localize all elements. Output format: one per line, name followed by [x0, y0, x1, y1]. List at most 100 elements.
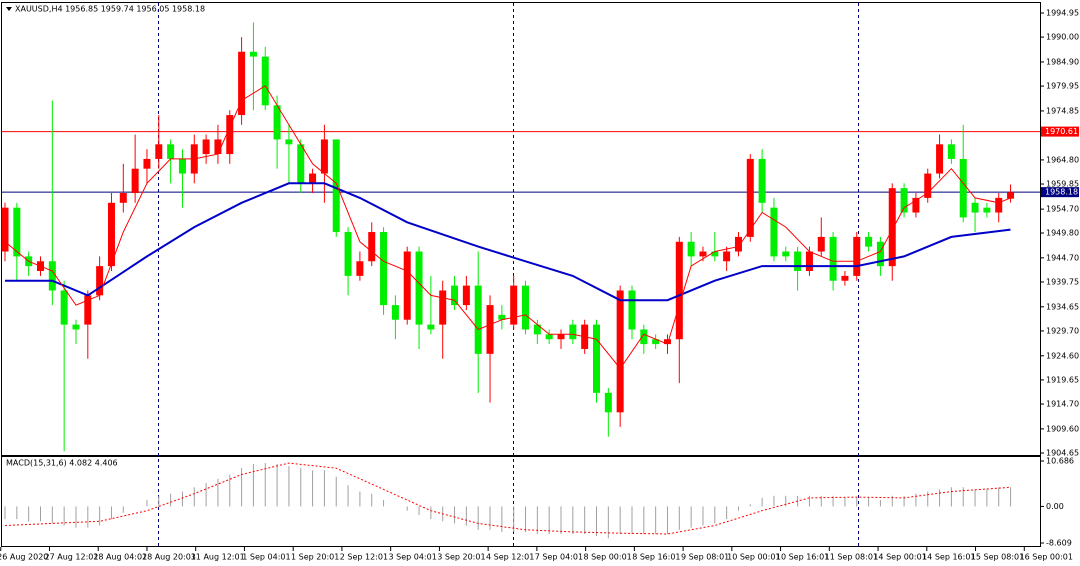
- candle-body: [214, 139, 222, 155]
- candle-body: [723, 251, 731, 262]
- candle-body: [545, 334, 553, 340]
- y-tick-label: 1914.70: [1046, 400, 1079, 409]
- candle-body: [84, 295, 92, 325]
- price-label-box: [1041, 187, 1079, 198]
- x-tick-label: 26 Aug 2020: [0, 553, 48, 562]
- candle-body: [344, 232, 352, 276]
- candle-body: [486, 305, 494, 354]
- macd-y-tick-label: 10.686: [1046, 457, 1074, 466]
- candle-body: [995, 197, 1003, 213]
- y-tick-label: 1959.85: [1046, 180, 1079, 189]
- y-tick-label: 1954.70: [1046, 205, 1079, 214]
- y-tick-label: 1934.65: [1046, 302, 1079, 311]
- x-tick-label: 11 Sep 08:01: [825, 553, 878, 562]
- moving-average: [5, 182, 1011, 302]
- candle-body: [285, 139, 293, 145]
- price-label: 1958.18: [1045, 188, 1078, 197]
- candle-body: [876, 241, 884, 267]
- price-label-box: [1041, 126, 1079, 137]
- candle-body: [297, 144, 305, 184]
- candle-body: [320, 139, 328, 174]
- candle-body: [96, 266, 104, 296]
- y-tick-label: 1994.95: [1046, 8, 1079, 17]
- x-tick-label: 2 Sep 12:01: [340, 553, 388, 562]
- candle-body: [48, 261, 56, 291]
- macd-y-tick-label: -8.609: [1046, 539, 1072, 548]
- x-tick-label: 8 Sep 16:01: [632, 553, 680, 562]
- macd-panel: [1, 456, 1041, 547]
- candle-body: [167, 144, 175, 159]
- candle-body: [226, 115, 234, 155]
- x-tick-label: 16 Sep 00:01: [1020, 553, 1073, 562]
- candle-body: [640, 329, 648, 345]
- candle-body: [427, 324, 435, 330]
- moving-average: [4, 85, 1011, 370]
- candle-body: [758, 158, 766, 203]
- candle-body: [888, 188, 896, 267]
- candle-body: [202, 139, 210, 155]
- y-tick-label: 1979.95: [1046, 82, 1079, 91]
- y-tick-label: 1990.00: [1046, 33, 1079, 42]
- menu-arrow[interactable]: [6, 7, 12, 11]
- x-tick-label: 1 Sep 04:01: [242, 553, 290, 562]
- x-tick-label: 31 Aug 12:01: [191, 553, 245, 562]
- candle-body: [924, 173, 932, 198]
- candle-body: [770, 207, 778, 257]
- chart-header: XAUUSD,H4 1956.85 1959.74 1956.05 1958.1…: [15, 5, 205, 14]
- y-tick-label: 1919.65: [1046, 375, 1079, 384]
- x-tick-label: 28 Aug 20:01: [142, 553, 196, 562]
- candle-body: [72, 324, 80, 330]
- candle-body: [498, 314, 506, 320]
- candle-body: [131, 168, 139, 194]
- y-tick-label: 1944.70: [1046, 253, 1079, 262]
- candle-body: [782, 251, 790, 257]
- candle-body: [853, 236, 861, 276]
- x-tick-label: 3 Sep 04:01: [389, 553, 437, 562]
- candle-body: [533, 324, 541, 335]
- x-tick-label: 7 Sep 04:01: [535, 553, 583, 562]
- candle-body: [805, 251, 813, 272]
- candle-body: [107, 202, 115, 267]
- y-tick-label: 1964.80: [1046, 155, 1079, 164]
- candle-body: [522, 285, 530, 330]
- candle-body: [663, 339, 671, 345]
- candle-body: [238, 51, 246, 116]
- candle-body: [474, 285, 482, 354]
- candle-body: [687, 241, 695, 257]
- macd-signal: [4, 462, 1011, 535]
- candle-body: [368, 232, 376, 262]
- candle-body: [249, 51, 257, 57]
- y-tick-label: 1939.75: [1046, 277, 1079, 286]
- candle-body: [936, 144, 944, 174]
- candle-body: [332, 139, 340, 233]
- candle-body: [155, 144, 163, 159]
- candle-body: [817, 236, 825, 252]
- candle-body: [593, 324, 600, 393]
- candle-body: [616, 290, 624, 413]
- candle-body: [947, 144, 955, 159]
- candle-body: [391, 305, 399, 320]
- candle-body: [451, 285, 459, 306]
- x-tick-label: 8 Sep 00:01: [583, 553, 631, 562]
- y-tick-label: 1924.60: [1046, 351, 1079, 360]
- macd-y-tick-label: 0.00: [1046, 502, 1064, 511]
- candle-body: [841, 275, 849, 281]
- candle-body: [746, 158, 754, 237]
- candle-body: [273, 105, 281, 140]
- candle-body: [794, 251, 802, 272]
- candle-body: [261, 56, 269, 106]
- candle-body: [119, 193, 127, 203]
- x-tick-label: 10 Sep 00:01: [727, 553, 780, 562]
- candle-body: [510, 285, 518, 325]
- candle-body: [415, 251, 423, 325]
- candle-body: [356, 261, 364, 276]
- y-tick-label: 1909.60: [1046, 424, 1079, 433]
- candle-body: [983, 207, 991, 213]
- x-tick-label: 4 Sep 12:01: [486, 553, 534, 562]
- candle-body: [439, 290, 447, 325]
- candle-body: [1, 207, 9, 252]
- candle-body: [865, 236, 873, 247]
- x-tick-label: 9 Sep 08:01: [681, 553, 729, 562]
